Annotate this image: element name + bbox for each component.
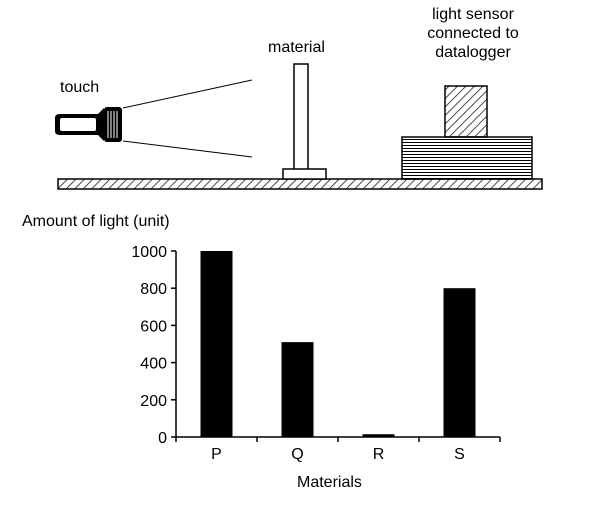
apparatus-diagram [55,63,543,190]
bar-s [443,288,476,437]
x-tick-label: R [373,446,385,463]
y-tick-label: 200 [140,393,167,410]
y-tick-label: 1000 [131,244,167,261]
y-axis-title: Amount of light (unit) [22,213,170,230]
sensor-label-line-1: light sensor [432,6,514,23]
datalogger [401,136,533,180]
y-tick-label: 400 [140,356,167,373]
light-beam-upper [122,79,253,109]
bar-r [362,434,395,437]
light-beam-lower [122,140,253,158]
sensor-label-line-3: datalogger [435,44,511,61]
material-stand [282,168,327,180]
material-label: material [268,39,325,56]
torch-label: touch [60,79,100,96]
bar-q [281,342,314,437]
y-tick-label: 600 [140,318,167,335]
torch-icon [55,107,122,142]
x-tick-label: Q [291,446,303,463]
y-tick-label: 800 [140,281,167,298]
sensor-label-line-2: connected to [427,25,519,42]
x-tick-label: S [454,446,465,463]
x-tick-label: P [211,446,222,463]
y-tick-label: 0 [158,430,167,447]
x-axis-title: Materials [297,474,362,491]
bar-p [200,251,233,437]
